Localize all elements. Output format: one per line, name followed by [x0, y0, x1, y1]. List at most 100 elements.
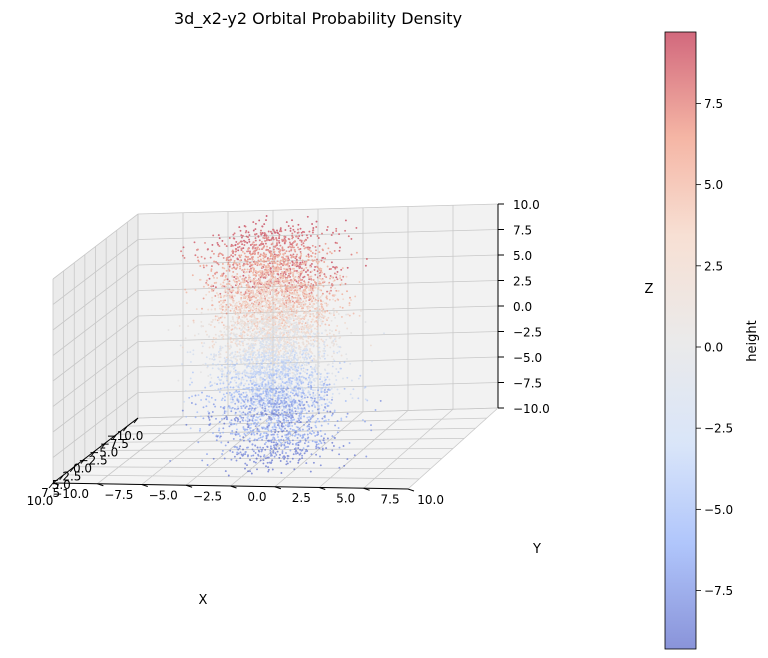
scatter-point — [209, 381, 212, 384]
scatter-point — [217, 388, 220, 391]
scatter-point — [320, 300, 323, 303]
scatter-point — [202, 297, 205, 300]
scatter-point — [317, 337, 320, 340]
scatter-point — [275, 316, 278, 319]
scatter-point — [322, 285, 325, 288]
scatter-point — [251, 289, 254, 292]
scatter-point — [269, 371, 272, 374]
scatter-point — [224, 275, 227, 278]
scatter-point — [239, 267, 242, 270]
scatter-point — [323, 355, 326, 357]
scatter-point — [279, 441, 282, 444]
scatter-point — [225, 283, 228, 286]
scatter-point — [279, 372, 282, 375]
scatter-point — [263, 397, 266, 400]
scatter-point — [319, 440, 322, 443]
scatter-point — [202, 264, 205, 267]
scatter-point — [244, 382, 247, 385]
scatter-point — [280, 401, 283, 404]
scatter-point — [234, 419, 237, 422]
scatter-point — [231, 430, 234, 432]
scatter-point — [291, 434, 294, 437]
scatter-point — [264, 409, 267, 412]
scatter-point — [231, 275, 234, 278]
scatter-point — [299, 261, 302, 264]
scatter-point — [307, 385, 310, 388]
scatter-point — [237, 354, 240, 357]
scatter-point — [240, 396, 243, 399]
scatter-point — [225, 358, 228, 361]
scatter-point — [326, 252, 329, 255]
scatter-point — [214, 318, 217, 321]
scatter-point — [292, 418, 295, 421]
scatter-point — [272, 451, 275, 454]
scatter-point — [313, 366, 316, 369]
scatter-point — [291, 312, 294, 315]
scatter-point — [286, 338, 289, 341]
scatter-point — [248, 353, 251, 356]
scatter-point — [309, 432, 311, 435]
scatter-point — [230, 332, 233, 335]
scatter-point — [307, 436, 310, 439]
scatter-point — [261, 282, 264, 285]
scatter-point — [266, 456, 269, 459]
scatter-point — [246, 400, 249, 403]
scatter-point — [231, 406, 234, 409]
scatter-point — [242, 448, 244, 451]
scatter-point — [301, 402, 304, 405]
scatter-point — [301, 337, 304, 340]
scatter-point — [208, 286, 210, 289]
scatter-point — [229, 449, 232, 452]
scatter-point — [310, 278, 313, 281]
scatter-point — [290, 352, 293, 354]
scatter-point — [291, 457, 294, 460]
scatter-point — [240, 361, 243, 364]
scatter-point — [296, 269, 298, 272]
scatter-point — [267, 328, 270, 331]
scatter-point — [346, 458, 349, 461]
scatter-point — [287, 425, 290, 428]
scatter-point — [243, 369, 246, 372]
scatter-point — [236, 370, 239, 373]
scatter-point — [333, 335, 336, 338]
scatter-point — [256, 428, 259, 430]
scatter-point — [319, 383, 322, 386]
scatter-point — [207, 308, 210, 311]
scatter-point — [217, 255, 220, 258]
scatter-point — [234, 243, 237, 246]
scatter-point — [245, 343, 248, 346]
scatter-point — [221, 333, 224, 336]
scatter-point — [234, 353, 237, 356]
scatter-point — [282, 284, 285, 287]
scatter-point — [303, 396, 306, 399]
scatter-point — [216, 241, 219, 244]
scatter-point — [247, 278, 250, 281]
scatter-point — [345, 415, 348, 418]
scatter-point — [248, 407, 251, 410]
scatter-point — [281, 452, 284, 454]
scatter-point — [285, 301, 288, 304]
scatter-point — [238, 348, 241, 351]
scatter-point — [303, 280, 306, 283]
scatter-point — [222, 295, 225, 298]
scatter-point — [221, 312, 224, 315]
scatter-point — [331, 365, 334, 368]
scatter-point — [299, 448, 302, 451]
scatter-point — [277, 430, 280, 433]
scatter-point — [257, 235, 260, 238]
scatter-point — [318, 365, 321, 368]
scatter-point — [243, 359, 246, 362]
scatter-point — [298, 336, 301, 339]
scatter-point — [228, 336, 231, 339]
scatter-point — [255, 377, 258, 380]
scatter-point — [226, 386, 229, 389]
scatter-point — [263, 366, 266, 369]
scatter-point — [290, 357, 293, 360]
scatter-point — [213, 343, 216, 346]
scatter-point — [192, 349, 195, 352]
scatter-point — [257, 411, 260, 414]
scatter-point — [310, 320, 313, 323]
scatter-point — [273, 405, 276, 408]
scatter-point — [289, 460, 292, 463]
scatter-point — [249, 319, 252, 322]
